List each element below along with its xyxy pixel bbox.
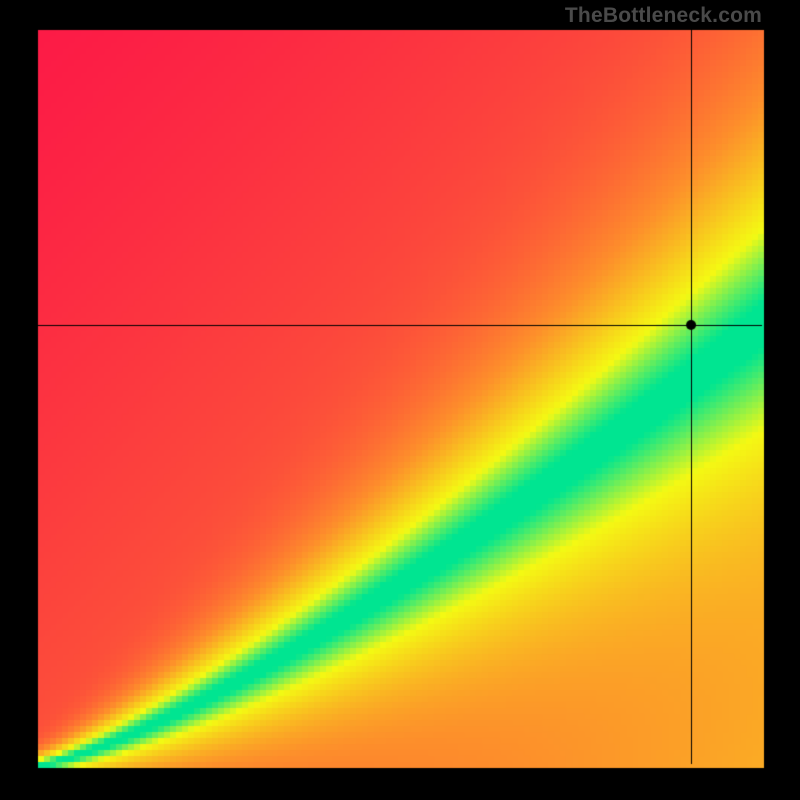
chart-container: TheBottleneck.com [0, 0, 800, 800]
watermark-text: TheBottleneck.com [565, 4, 762, 28]
bottleneck-heatmap [0, 0, 800, 800]
